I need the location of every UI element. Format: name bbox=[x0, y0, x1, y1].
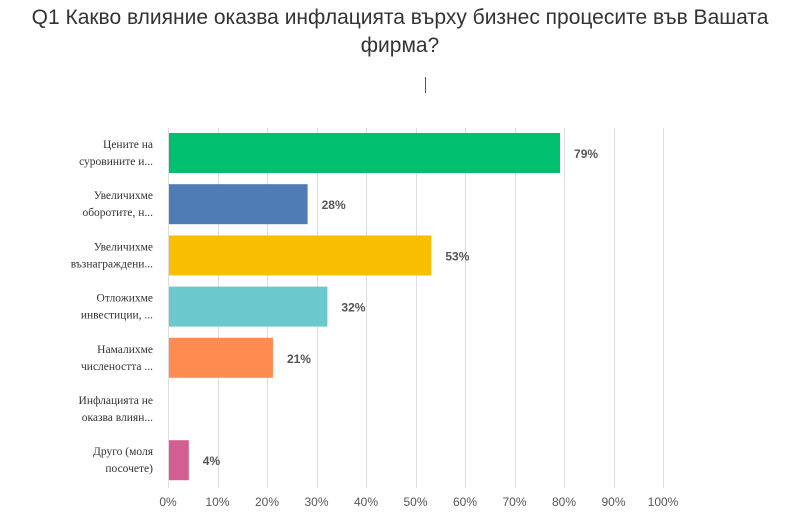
category-label: Намалихме числеността ... bbox=[81, 344, 153, 373]
data-label: 28% bbox=[322, 198, 346, 212]
data-label: 4% bbox=[203, 454, 221, 468]
text-cursor-mark bbox=[425, 77, 426, 93]
data-label: 32% bbox=[341, 301, 365, 315]
data-label: 79% bbox=[574, 147, 598, 161]
chart-title: Q1 Какво влияние оказва инфлацията върху… bbox=[31, 6, 769, 57]
category-label: Увеличихме възнаграждени... bbox=[71, 241, 153, 270]
bar bbox=[169, 440, 189, 481]
bar bbox=[169, 184, 308, 225]
category-label: Инфлацията не оказва влиян... bbox=[79, 395, 154, 424]
x-tick-label: 70% bbox=[502, 495, 526, 509]
bar bbox=[169, 133, 561, 173]
x-tick-label: 60% bbox=[453, 495, 477, 509]
data-label: 21% bbox=[287, 352, 311, 366]
x-tick-label: 0% bbox=[159, 495, 177, 509]
category-label: Отложихме инвестиции, ... bbox=[81, 293, 153, 322]
x-tick-label: 40% bbox=[354, 495, 378, 509]
x-tick-label: 10% bbox=[205, 495, 229, 509]
x-tick-label: 20% bbox=[255, 495, 279, 509]
bar bbox=[169, 235, 432, 276]
bar bbox=[169, 337, 273, 378]
labels: 0% 10% 20% 30% 40% 50% 60% 70% 80% 90% 100% Цените … bbox=[71, 139, 679, 509]
bar bbox=[169, 286, 328, 327]
x-tick-label: 30% bbox=[304, 495, 328, 509]
category-label: Увеличихме оборотите, н... bbox=[82, 190, 153, 219]
data-label: 53% bbox=[445, 249, 469, 263]
x-tick-label: 90% bbox=[601, 495, 625, 509]
x-tick-label: 80% bbox=[552, 495, 576, 509]
category-label: Друго (моля посочете) bbox=[93, 446, 154, 475]
bars bbox=[169, 133, 561, 481]
x-tick-label: 50% bbox=[403, 495, 427, 509]
category-label: Цените на суровините и... bbox=[79, 139, 153, 168]
x-tick-label: 100% bbox=[648, 495, 679, 509]
